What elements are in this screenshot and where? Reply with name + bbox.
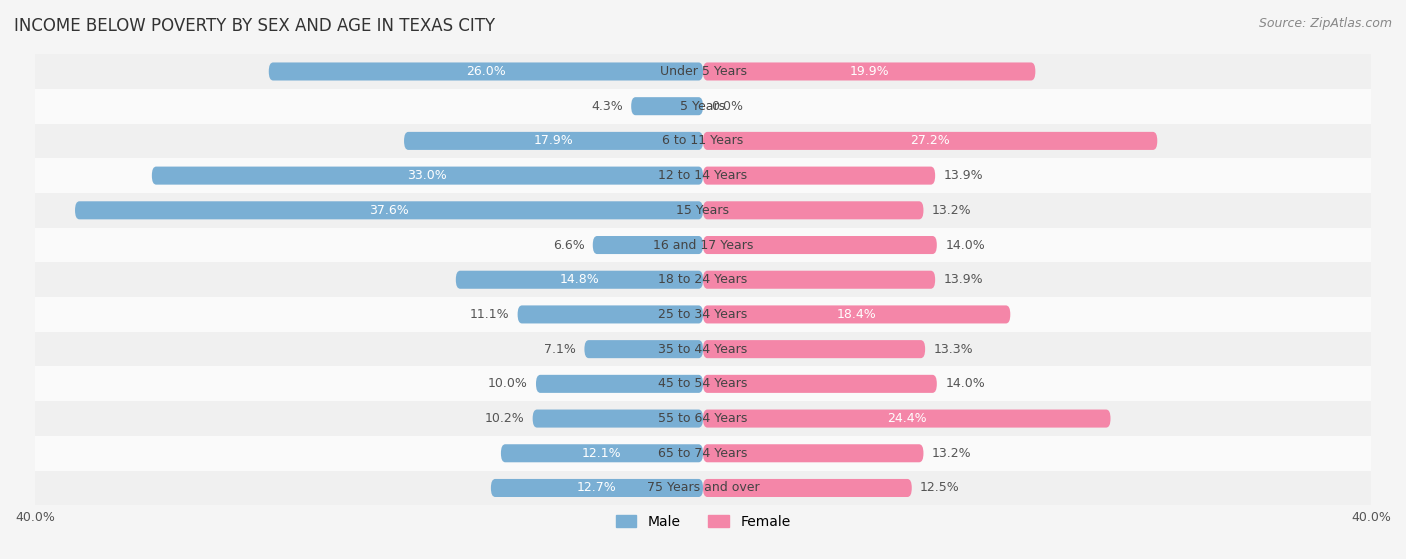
Bar: [35, 158, 1371, 193]
Bar: [35, 436, 1371, 471]
FancyBboxPatch shape: [536, 375, 703, 393]
Bar: [35, 193, 1371, 228]
FancyBboxPatch shape: [269, 63, 703, 80]
Bar: [35, 89, 1371, 124]
Text: Under 5 Years: Under 5 Years: [659, 65, 747, 78]
FancyBboxPatch shape: [703, 271, 935, 289]
Text: 17.9%: 17.9%: [534, 134, 574, 148]
Bar: [35, 367, 1371, 401]
Text: 7.1%: 7.1%: [544, 343, 576, 356]
Text: 45 to 54 Years: 45 to 54 Years: [658, 377, 748, 390]
Bar: [35, 228, 1371, 262]
Text: 16 and 17 Years: 16 and 17 Years: [652, 239, 754, 252]
Text: 18 to 24 Years: 18 to 24 Years: [658, 273, 748, 286]
Text: 12.5%: 12.5%: [920, 481, 960, 495]
Text: 26.0%: 26.0%: [465, 65, 506, 78]
Text: 4.3%: 4.3%: [591, 100, 623, 113]
Text: 12.7%: 12.7%: [576, 481, 617, 495]
Text: 55 to 64 Years: 55 to 64 Years: [658, 412, 748, 425]
Text: 19.9%: 19.9%: [849, 65, 889, 78]
FancyBboxPatch shape: [491, 479, 703, 497]
Text: 27.2%: 27.2%: [910, 134, 950, 148]
Text: 25 to 34 Years: 25 to 34 Years: [658, 308, 748, 321]
FancyBboxPatch shape: [152, 167, 703, 184]
FancyBboxPatch shape: [75, 201, 703, 219]
FancyBboxPatch shape: [404, 132, 703, 150]
Text: 13.3%: 13.3%: [934, 343, 973, 356]
FancyBboxPatch shape: [703, 479, 911, 497]
FancyBboxPatch shape: [703, 201, 924, 219]
Text: INCOME BELOW POVERTY BY SEX AND AGE IN TEXAS CITY: INCOME BELOW POVERTY BY SEX AND AGE IN T…: [14, 17, 495, 35]
FancyBboxPatch shape: [703, 167, 935, 184]
FancyBboxPatch shape: [703, 63, 1035, 80]
FancyBboxPatch shape: [585, 340, 703, 358]
FancyBboxPatch shape: [703, 236, 936, 254]
Bar: [35, 471, 1371, 505]
Text: 12 to 14 Years: 12 to 14 Years: [658, 169, 748, 182]
Text: 14.0%: 14.0%: [945, 239, 986, 252]
Text: 10.2%: 10.2%: [485, 412, 524, 425]
FancyBboxPatch shape: [703, 305, 1011, 324]
FancyBboxPatch shape: [703, 375, 936, 393]
Text: 14.8%: 14.8%: [560, 273, 599, 286]
FancyBboxPatch shape: [501, 444, 703, 462]
Legend: Male, Female: Male, Female: [610, 509, 796, 534]
Text: 15 Years: 15 Years: [676, 204, 730, 217]
Bar: [35, 401, 1371, 436]
FancyBboxPatch shape: [517, 305, 703, 324]
Text: 65 to 74 Years: 65 to 74 Years: [658, 447, 748, 459]
Bar: [35, 297, 1371, 332]
FancyBboxPatch shape: [533, 410, 703, 428]
Text: 0.0%: 0.0%: [711, 100, 744, 113]
Text: 6 to 11 Years: 6 to 11 Years: [662, 134, 744, 148]
Text: 5 Years: 5 Years: [681, 100, 725, 113]
Text: 37.6%: 37.6%: [370, 204, 409, 217]
Bar: [35, 262, 1371, 297]
Text: 13.9%: 13.9%: [943, 169, 983, 182]
Text: 75 Years and over: 75 Years and over: [647, 481, 759, 495]
Text: 13.9%: 13.9%: [943, 273, 983, 286]
Text: 18.4%: 18.4%: [837, 308, 876, 321]
Text: 13.2%: 13.2%: [932, 447, 972, 459]
Text: 24.4%: 24.4%: [887, 412, 927, 425]
Text: 35 to 44 Years: 35 to 44 Years: [658, 343, 748, 356]
Text: 33.0%: 33.0%: [408, 169, 447, 182]
Text: Source: ZipAtlas.com: Source: ZipAtlas.com: [1258, 17, 1392, 30]
FancyBboxPatch shape: [703, 340, 925, 358]
FancyBboxPatch shape: [631, 97, 703, 115]
Bar: [35, 332, 1371, 367]
Text: 10.0%: 10.0%: [488, 377, 527, 390]
Text: 12.1%: 12.1%: [582, 447, 621, 459]
FancyBboxPatch shape: [703, 444, 924, 462]
FancyBboxPatch shape: [703, 410, 1111, 428]
Text: 6.6%: 6.6%: [553, 239, 585, 252]
Bar: [35, 124, 1371, 158]
Bar: [35, 54, 1371, 89]
Text: 14.0%: 14.0%: [945, 377, 986, 390]
FancyBboxPatch shape: [456, 271, 703, 289]
FancyBboxPatch shape: [703, 132, 1157, 150]
FancyBboxPatch shape: [593, 236, 703, 254]
Text: 11.1%: 11.1%: [470, 308, 509, 321]
Text: 13.2%: 13.2%: [932, 204, 972, 217]
